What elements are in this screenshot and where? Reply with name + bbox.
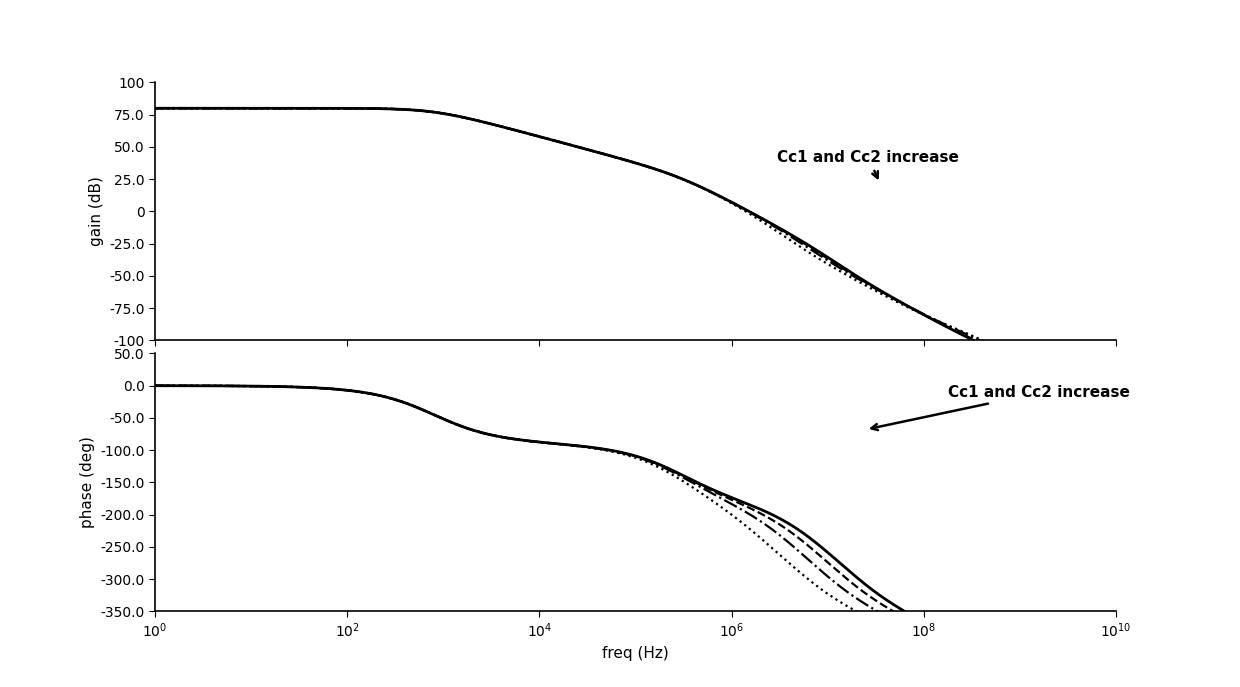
Text: Cc1 and Cc2 increase: Cc1 and Cc2 increase [777, 150, 960, 178]
Text: Cc1 and Cc2 increase: Cc1 and Cc2 increase [872, 385, 1130, 430]
Y-axis label: phase (deg): phase (deg) [79, 436, 94, 528]
Y-axis label: gain (dB): gain (dB) [88, 177, 103, 247]
X-axis label: freq (Hz): freq (Hz) [603, 646, 668, 661]
